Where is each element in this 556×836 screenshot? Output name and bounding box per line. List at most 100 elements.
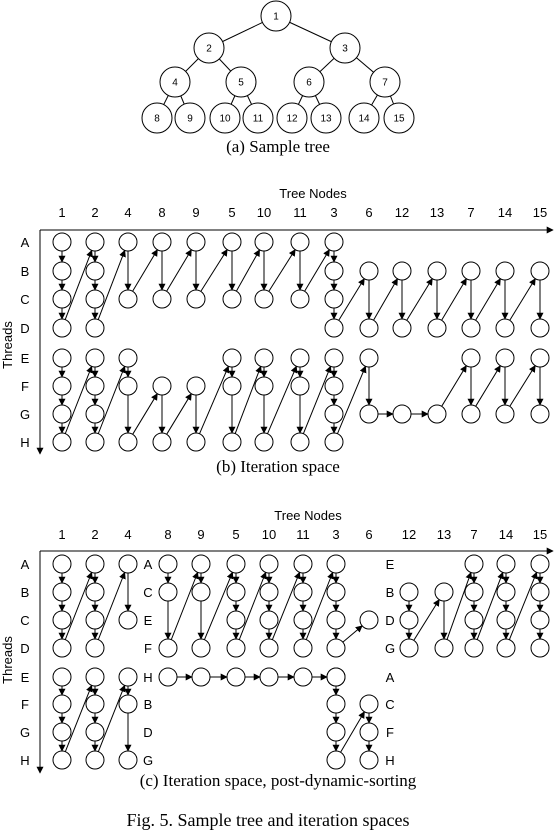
sorted-y-title: Threads bbox=[0, 636, 15, 684]
iteration-node bbox=[461, 261, 481, 281]
iteration-node bbox=[191, 582, 211, 602]
iteration-node bbox=[427, 261, 447, 281]
tree-node-label: 15 bbox=[393, 114, 405, 125]
iteration-node bbox=[496, 582, 516, 602]
iteration-node bbox=[52, 582, 72, 602]
iteration-node bbox=[495, 348, 515, 368]
iteration-node bbox=[85, 232, 105, 252]
iteration-node bbox=[259, 667, 279, 687]
regroup-thread-label: C bbox=[385, 697, 394, 712]
tree-node-label: 7 bbox=[382, 78, 388, 89]
iteration-node bbox=[427, 318, 447, 338]
column-label: 10 bbox=[262, 527, 276, 542]
tree-node bbox=[159, 66, 191, 98]
iteration-node bbox=[392, 404, 412, 424]
column-label: 7 bbox=[470, 527, 477, 542]
iteration-node bbox=[324, 232, 344, 252]
tree-node bbox=[174, 102, 206, 134]
column-label: 1 bbox=[58, 527, 65, 542]
iteration-node bbox=[359, 318, 379, 338]
iteration-node bbox=[222, 289, 242, 309]
flow-arrow bbox=[305, 571, 334, 640]
iteration-node bbox=[52, 750, 72, 770]
iteration-node bbox=[326, 694, 346, 714]
flow-arrow bbox=[199, 365, 230, 434]
flow-arrow bbox=[406, 278, 433, 321]
iteration-node bbox=[464, 638, 484, 658]
tree-node-label: 9 bbox=[187, 114, 193, 125]
iteration-node bbox=[464, 554, 484, 574]
iteration-node bbox=[152, 376, 172, 396]
column-label: 11 bbox=[296, 527, 310, 542]
iteration-node bbox=[530, 404, 550, 424]
figure-caption: Fig. 5. Sample tree and iteration spaces bbox=[127, 810, 410, 830]
flow-arrow bbox=[203, 571, 234, 640]
iteration-node bbox=[464, 610, 484, 630]
iteration-node bbox=[52, 232, 72, 252]
column-label: 14 bbox=[499, 527, 513, 542]
iteration-node bbox=[52, 694, 72, 714]
iteration-node bbox=[326, 582, 346, 602]
iteration-node bbox=[85, 376, 105, 396]
flow-arrow bbox=[166, 249, 192, 292]
tree-node-label: 2 bbox=[206, 44, 212, 55]
iteration-node bbox=[52, 432, 72, 452]
column-label: 11 bbox=[293, 205, 307, 220]
iteration-node bbox=[392, 318, 412, 338]
column-label: 14 bbox=[498, 205, 512, 220]
iteration-node bbox=[434, 638, 454, 658]
flow-arrow bbox=[64, 365, 93, 434]
regroup-thread-label: A bbox=[386, 670, 395, 685]
column-label: 1 bbox=[58, 205, 65, 220]
flow-arrow bbox=[132, 249, 158, 292]
flow-arrow bbox=[476, 571, 504, 640]
iteration-node bbox=[118, 750, 138, 770]
flow-arrow bbox=[97, 684, 126, 752]
thread-label: D bbox=[20, 321, 29, 336]
regroup-thread-label: D bbox=[385, 613, 394, 628]
thread-label: H bbox=[20, 753, 29, 768]
iteration-node bbox=[359, 694, 379, 714]
iteration-node bbox=[52, 289, 72, 309]
column-label: 13 bbox=[437, 527, 451, 542]
iteration-node bbox=[52, 638, 72, 658]
iteration-node bbox=[85, 404, 105, 424]
column-label: 8 bbox=[164, 527, 171, 542]
iteration-node bbox=[85, 348, 105, 368]
iteration-node bbox=[118, 667, 138, 687]
flow-arrow bbox=[373, 278, 398, 321]
iteration-node bbox=[326, 722, 346, 742]
iteration-node bbox=[290, 348, 310, 368]
tree-node-label: 11 bbox=[253, 114, 264, 125]
iteration-node bbox=[191, 667, 211, 687]
regroup-thread-label: F bbox=[144, 641, 152, 656]
iteration-node bbox=[52, 667, 72, 687]
flow-arrow bbox=[475, 365, 501, 407]
iteration-node bbox=[359, 404, 379, 424]
tree-node bbox=[209, 102, 241, 134]
iteration-node bbox=[191, 638, 211, 658]
iteration-node bbox=[461, 348, 481, 368]
iteration-node bbox=[530, 554, 550, 574]
iteration-node bbox=[530, 261, 550, 281]
column-label: 3 bbox=[330, 205, 337, 220]
tree-node bbox=[260, 0, 292, 32]
iteration-node bbox=[118, 348, 138, 368]
column-label: 5 bbox=[228, 205, 235, 220]
column-label: 15 bbox=[533, 205, 547, 220]
iteration-node bbox=[85, 554, 105, 574]
column-label: 6 bbox=[365, 205, 372, 220]
iteration-node bbox=[85, 582, 105, 602]
iteration-node bbox=[427, 404, 447, 424]
iteration-node bbox=[293, 667, 313, 687]
flow-arrow bbox=[302, 365, 332, 434]
column-label: 4 bbox=[124, 205, 131, 220]
regroup-thread-label: F bbox=[386, 725, 394, 740]
iteration-node bbox=[52, 376, 72, 396]
iteration-node bbox=[191, 554, 211, 574]
flow-arrow bbox=[235, 249, 261, 292]
iteration-node bbox=[158, 582, 178, 602]
iteration-node bbox=[359, 348, 379, 368]
iteration-node bbox=[464, 582, 484, 602]
